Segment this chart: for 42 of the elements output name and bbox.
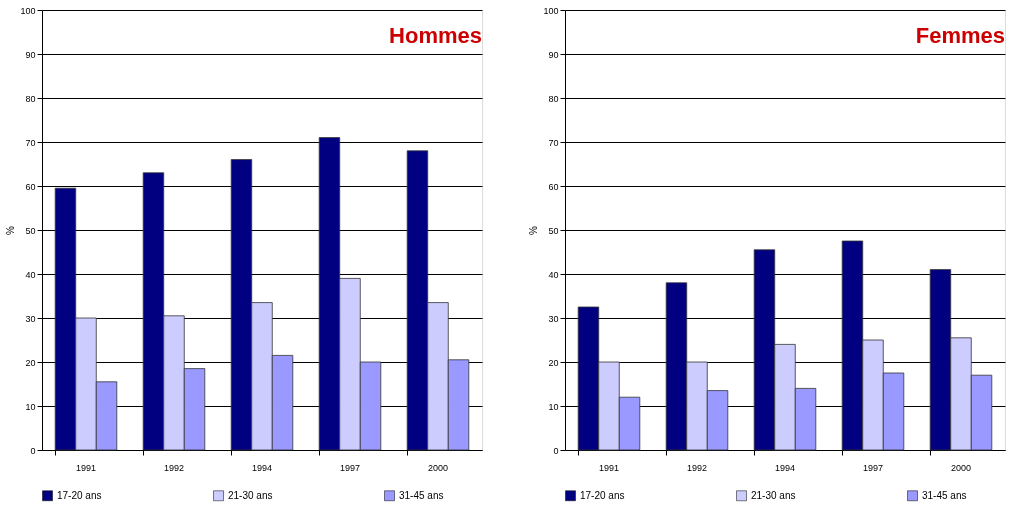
legend-label: 17-20 ans [57, 489, 102, 501]
y-tick-label: 80 [548, 93, 559, 104]
y-tick-label: 90 [548, 49, 559, 60]
y-tick-label: 10 [548, 401, 559, 412]
x-tick-label: 1992 [686, 462, 708, 473]
y-tick-label: 50 [25, 225, 36, 236]
y-tick-label: 80 [25, 93, 36, 104]
y-tick-label: 60 [548, 181, 559, 192]
y-tick-label: 20 [25, 357, 36, 368]
x-tick-label: 1991 [75, 462, 97, 473]
x-tick-label: 1992 [163, 462, 185, 473]
legend-label: 21-30 ans [751, 489, 796, 501]
x-tick-label: 2000 [950, 462, 972, 473]
legend-label: 31-45 ans [922, 489, 967, 501]
y-tick-label: 70 [548, 137, 559, 148]
y-tick-label: 20 [548, 357, 559, 368]
y-tick-label: 40 [548, 269, 559, 280]
y-tick-label: 0 [30, 445, 36, 456]
legend-label: 31-45 ans [399, 489, 444, 501]
y-tick-label: 30 [548, 313, 559, 324]
text: Femmes [915, 23, 1005, 48]
y-tick-label: 0 [553, 445, 559, 456]
x-tick-label: 1997 [339, 462, 361, 473]
text: Hommes [389, 23, 482, 48]
legend-label: 17-20 ans [580, 489, 625, 501]
y-tick-label: 40 [25, 269, 36, 280]
x-tick-label: 1991 [598, 462, 620, 473]
x-tick-label: 1994 [774, 462, 796, 473]
x-tick-label: 1994 [251, 462, 273, 473]
y-tick-label: 90 [25, 49, 36, 60]
y-tick-label: 70 [25, 137, 36, 148]
x-tick-label: 2000 [427, 462, 449, 473]
y-tick-label: 60 [25, 181, 36, 192]
y-tick-label: 30 [25, 313, 36, 324]
legend-label: 21-30 ans [228, 489, 273, 501]
y-tick-label: 100 [543, 5, 559, 16]
y-axis-title: % [5, 225, 17, 235]
y-tick-label: 50 [548, 225, 559, 236]
y-tick-label: 10 [25, 401, 36, 412]
x-tick-label: 1997 [862, 462, 884, 473]
y-axis-title: % [528, 225, 540, 235]
y-tick-label: 100 [20, 5, 36, 16]
